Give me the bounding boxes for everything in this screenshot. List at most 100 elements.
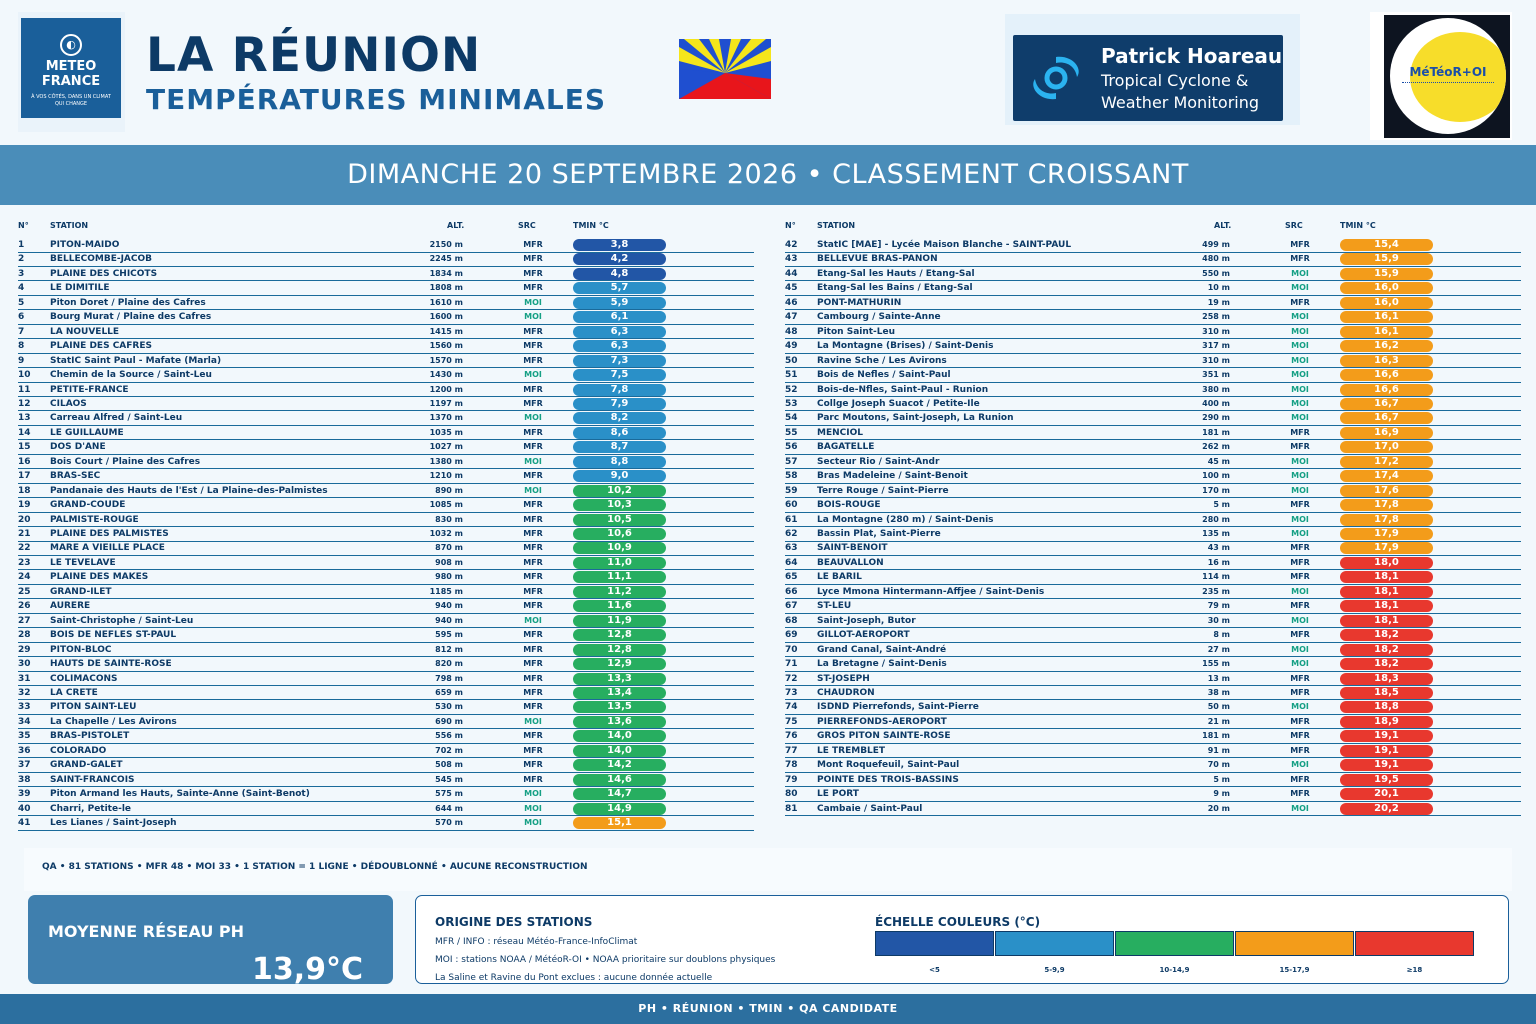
row-station: CILAOS	[50, 398, 87, 409]
row-altitude: 1380 m	[429, 456, 463, 466]
row-source: MOI	[1291, 471, 1309, 481]
table-row: 26 AURERE 940 m MFR 11,6	[18, 599, 754, 614]
row-station: Piton Armand les Hauts, Sainte-Anne (Sai…	[50, 789, 310, 800]
row-altitude: 170 m	[1202, 485, 1230, 495]
table-row: 53 Collge Joseph Suacot / Petite-Ile 400 m…	[785, 397, 1521, 412]
scale-title: ÉCHELLE COULEURS (°C)	[875, 915, 1041, 929]
row-altitude: 38 m	[1207, 687, 1230, 697]
table-row: 9 StatIC Saint Paul - Mafate (Marla) 1570 …	[18, 354, 754, 369]
row-number: 17	[18, 471, 31, 482]
row-source: MOI	[1291, 413, 1309, 423]
row-number: 72	[785, 673, 798, 684]
row-tmin-pill: 8,7	[573, 441, 666, 454]
row-source: MOI	[1291, 341, 1309, 351]
row-source: MFR	[1290, 557, 1310, 567]
table-row: 51 Bois de Nefles / Saint-Paul 351 m MOI 16,…	[785, 368, 1521, 383]
row-altitude: 980 m	[435, 572, 463, 582]
row-station: LE TEVELAVE	[50, 557, 116, 568]
row-number: 46	[785, 297, 798, 308]
scale-swatch	[1355, 931, 1474, 956]
row-station: SAINT-FRANCOIS	[50, 774, 135, 785]
row-source: MOI	[524, 456, 542, 466]
row-source: MFR	[1290, 442, 1310, 452]
row-tmin-pill: 12,9	[573, 658, 666, 671]
row-tmin-pill: 19,1	[1340, 759, 1433, 772]
row-number: 76	[785, 731, 798, 742]
row-source: MOI	[524, 803, 542, 813]
row-altitude: 30 m	[1207, 615, 1230, 625]
row-station: Bassin Plat, Saint-Pierre	[817, 529, 941, 539]
row-source: MFR	[1290, 687, 1310, 697]
row-number: 23	[18, 557, 31, 568]
row-station: PETITE-FRANCE	[50, 384, 129, 395]
row-tmin-pill: 16,6	[1340, 369, 1433, 382]
row-source: MOI	[1291, 485, 1309, 495]
row-tmin-pill: 3,8	[573, 239, 666, 251]
scale-label: <5	[929, 966, 940, 974]
qa-band: QA • 81 STATIONS • MFR 48 • MOI 33 • 1 S…	[24, 848, 1512, 891]
row-altitude: 1415 m	[429, 326, 463, 336]
row-altitude: 570 m	[435, 818, 463, 827]
table-row: 7 LA NOUVELLE 1415 m MFR 6,3	[18, 325, 754, 340]
row-source: MOI	[1291, 312, 1309, 322]
origin-line-1: MFR / INFO : réseau Météo-France-InfoCli…	[435, 937, 638, 947]
row-altitude: 317 m	[1202, 341, 1230, 351]
patrick-hoareau-logo-panel: Patrick Hoareau Tropical Cyclone & Weath…	[1013, 35, 1283, 121]
row-number: 38	[18, 774, 31, 785]
table-row: 21 PLAINE DES PALMISTES 1032 m MFR 10,6	[18, 527, 754, 542]
row-station: Charri, Petite-le	[50, 803, 132, 814]
row-altitude: 258 m	[1202, 312, 1230, 322]
row-tmin-pill: 15,9	[1340, 253, 1433, 266]
row-station: PITON SAINT-LEU	[50, 702, 137, 713]
table-row: 32 LA CRETE 659 m MFR 13,4	[18, 686, 754, 701]
row-station: BEAUVALLON	[817, 557, 884, 568]
meteor-oi-logo-underline	[1402, 82, 1494, 85]
col-header-alt-left: ALT.	[447, 221, 465, 230]
row-altitude: 798 m	[435, 673, 463, 683]
scale-swatch	[1115, 931, 1234, 956]
row-source: MFR	[523, 557, 543, 567]
row-tmin-pill: 6,1	[573, 311, 666, 324]
row-number: 50	[785, 355, 798, 366]
row-station: BRAS-PISTOLET	[50, 731, 130, 742]
row-number: 2	[18, 254, 25, 265]
row-station: LE TREMBLET	[817, 745, 886, 756]
row-source: MFR	[1290, 543, 1310, 553]
row-tmin-pill: 16,0	[1340, 282, 1433, 295]
row-tmin-pill: 5,7	[573, 282, 666, 295]
row-number: 30	[18, 659, 31, 670]
row-altitude: 1560 m	[429, 341, 463, 351]
table-row: 42 StatIC [MAE] - Lycée Maison Blanche - …	[785, 238, 1521, 253]
row-source: MFR	[523, 659, 543, 669]
table-row: 67 ST-LEU 79 m MFR 18,1	[785, 599, 1521, 614]
row-number: 67	[785, 601, 798, 612]
table-row: 27 Saint-Christophe / Saint-Leu 940 m MOI 11…	[18, 614, 754, 629]
row-number: 59	[785, 485, 798, 496]
row-number: 44	[785, 268, 798, 279]
row-number: 24	[18, 572, 31, 583]
scale-label: 5-9,9	[1044, 966, 1065, 974]
table-row: 52 Bois-de-Nfles, Saint-Paul - Runion 380 …	[785, 383, 1521, 397]
row-tmin-pill: 17,4	[1340, 470, 1433, 483]
row-tmin-pill: 13,6	[573, 715, 666, 728]
row-tmin-pill: 19,1	[1340, 730, 1433, 743]
table-row: 62 Bassin Plat, Saint-Pierre 135 m MOI 17,9	[785, 527, 1521, 542]
table-row: 76 GROS PITON SAINTE-ROSE 181 m MFR 19,1	[785, 729, 1521, 744]
table-row: 41 Les Lianes / Saint-Joseph 570 m MOI 15,1	[18, 816, 754, 831]
table-row: 49 La Montagne (Brises) / Saint-Denis 317 …	[785, 339, 1521, 354]
row-number: 34	[18, 716, 31, 727]
meteo-france-logo: ◐ METEO FRANCE À VOS CÔTÉS, DANS UN CLIM…	[18, 12, 125, 132]
table-row: 22 MARE A VIEILLE PLACE 870 m MFR 10,9	[18, 541, 754, 556]
row-station: Bois de Nefles / Saint-Paul	[817, 370, 951, 381]
row-number: 47	[785, 312, 798, 323]
row-altitude: 1600 m	[429, 312, 463, 322]
row-source: MOI	[524, 789, 542, 799]
row-station: PIERREFONDS-AEROPORT	[817, 716, 947, 727]
row-altitude: 702 m	[435, 745, 463, 755]
table-row: 12 CILAOS 1197 m MFR 7,9	[18, 397, 754, 412]
row-altitude: 820 m	[435, 659, 463, 669]
row-altitude: 91 m	[1207, 745, 1230, 755]
row-station: PALMISTE-ROUGE	[50, 514, 139, 525]
col-header-tmin-right: TMIN °C	[1340, 221, 1376, 230]
row-source: MOI	[1291, 384, 1309, 394]
